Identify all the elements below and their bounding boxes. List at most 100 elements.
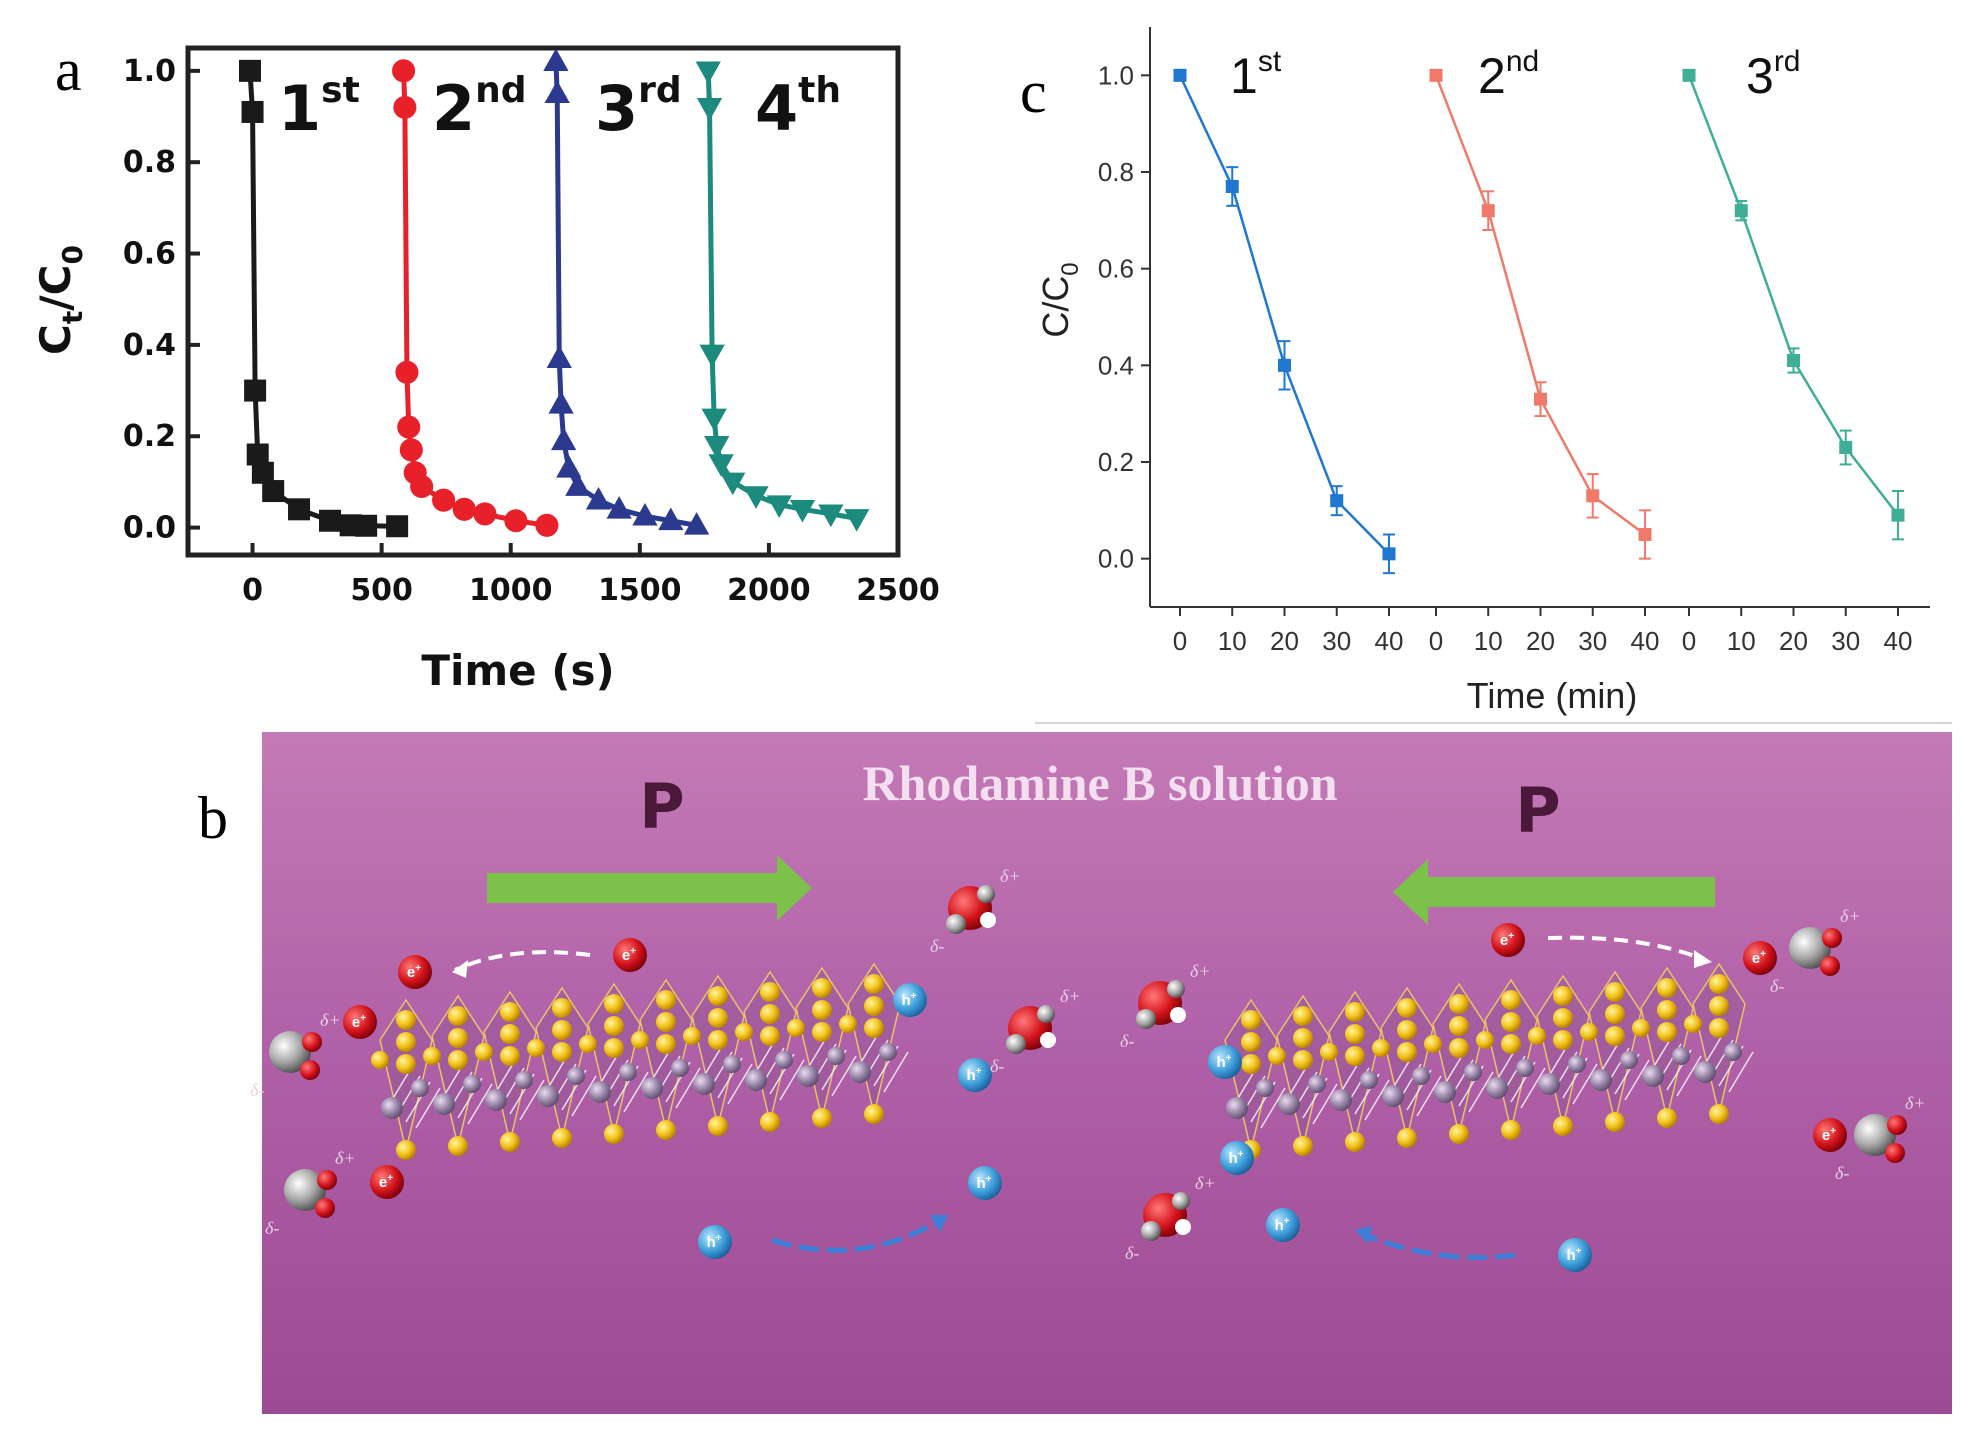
s-atom <box>812 1000 832 1020</box>
y-tick-label-c: 0.6 <box>1098 254 1134 284</box>
x-tick-label-c: 0 <box>1682 626 1696 656</box>
x-axis-title-a: Time (s) <box>421 646 614 695</box>
cycle-label-num: 4 <box>755 72 798 145</box>
mo-atom <box>1360 1071 1378 1089</box>
data-point-a <box>504 509 528 533</box>
data-point-c <box>1891 508 1905 522</box>
s-atom <box>760 982 780 1002</box>
s-atom <box>656 1012 676 1032</box>
electron-sphere <box>1743 941 1777 975</box>
s-atom <box>1657 978 1677 998</box>
charge-carriers: e+ e+ e+ e+ e+ e+ e+ h+ h+ h+ h+ h+ h+ h+ h+ <box>343 923 1847 1272</box>
s-atom <box>604 994 624 1014</box>
s-atom <box>552 1128 572 1148</box>
delta-label: δ+ <box>1190 961 1211 981</box>
s-atom <box>735 1023 753 1041</box>
data-point-a <box>701 408 727 432</box>
data-point-c <box>1429 68 1443 82</box>
y-tick-label-a: 0.6 <box>123 237 176 272</box>
data-point-a <box>319 509 341 532</box>
cycle-label-num: 1 <box>278 72 321 145</box>
data-point-a <box>399 438 423 462</box>
series-a-1 <box>238 59 409 538</box>
x-tick-label-a: 1000 <box>469 573 553 608</box>
dye-molecule: δ+ δ- <box>265 1148 356 1238</box>
s-atom <box>1397 1128 1417 1148</box>
s-atom <box>552 998 572 1018</box>
s-atom <box>1501 1012 1521 1032</box>
cycle-label-a-4: 4th <box>755 70 841 145</box>
s-atom <box>500 1002 520 1022</box>
data-point-a <box>241 100 264 123</box>
s-atom <box>1476 1031 1494 1049</box>
s-atom <box>656 1120 676 1140</box>
series-line-a <box>401 70 548 528</box>
series-c-3 <box>1682 68 1905 541</box>
s-atom <box>1268 1047 1286 1065</box>
cycle-label-num: 3 <box>595 72 638 145</box>
mo-atom <box>1464 1063 1482 1081</box>
hole-sphere <box>1266 1208 1300 1242</box>
hole-label: h+ <box>901 991 916 1009</box>
s-atom <box>864 1104 884 1124</box>
s-atom <box>1293 1136 1313 1156</box>
x-tick-label-c: 30 <box>1322 626 1351 656</box>
electron-sphere <box>613 938 647 972</box>
s-atom <box>1528 1027 1546 1045</box>
s-atom <box>1397 1042 1417 1062</box>
data-point-a <box>397 415 421 439</box>
mo-atom <box>1642 1065 1664 1087</box>
s-atom <box>1657 1022 1677 1042</box>
chart-a: 0 500 1000 1500 2000 2500 0.0 0.2 0.4 0.6 0.8 1.0 Ti… <box>31 45 940 695</box>
electron-label: e+ <box>1752 949 1766 967</box>
x-tick-label-c: 20 <box>1779 626 1808 656</box>
mo-atom <box>879 1043 897 1061</box>
data-point-a <box>262 480 285 503</box>
s-atom <box>604 1124 624 1144</box>
cycle-label-c-2: 2nd <box>1478 45 1539 104</box>
data-point-a <box>789 499 816 523</box>
dye-molecules: δ+ δ-δ+ δ-δ+ δ-δ+ δ-δ+ δ-δ+ δ-δ+ δ-δ+ δ- <box>250 866 1926 1263</box>
y-axis-title-a-main: C <box>31 324 80 355</box>
electron-sphere <box>343 1005 377 1039</box>
mo-atom <box>1694 1061 1716 1083</box>
data-point-c <box>1586 489 1600 503</box>
hole-sphere <box>968 1166 1002 1200</box>
s-atom <box>371 1051 389 1069</box>
s-atom <box>1449 994 1469 1014</box>
bond <box>883 1051 909 1093</box>
s-atom <box>1501 1034 1521 1054</box>
hole-label: h+ <box>1228 1149 1243 1167</box>
mo-atom <box>693 1073 715 1095</box>
mos2-layer-right <box>1216 962 1754 1160</box>
y-tick-label-c: 0.2 <box>1098 447 1134 477</box>
s-atom <box>1372 1039 1390 1057</box>
y-axis-title-a: Ct/C0 <box>31 245 89 355</box>
hole-label: h+ <box>1216 1053 1231 1071</box>
s-atom <box>1709 1018 1729 1038</box>
hole-sphere <box>698 1225 732 1259</box>
x-tick-label-c: 30 <box>1831 626 1860 656</box>
data-point-a <box>818 504 844 528</box>
data-point-a <box>844 509 870 532</box>
delta-label: δ- <box>1835 1163 1849 1183</box>
polarization-label-right: P <box>1515 774 1560 847</box>
mo-atom <box>1382 1085 1404 1107</box>
dye-molecule: δ+ δ- <box>930 866 1021 956</box>
molecule-atom <box>1141 1221 1161 1241</box>
cycle-label-c-3: 3rd <box>1746 45 1801 104</box>
s-atom <box>812 978 832 998</box>
data-point-c <box>1173 68 1187 82</box>
s-atom <box>1345 1046 1365 1066</box>
data-point-a <box>452 497 476 521</box>
bond <box>1260 1087 1286 1129</box>
s-atom <box>604 1038 624 1058</box>
panel-label-c: c <box>1020 59 1047 125</box>
x-tick-label-a: 2500 <box>856 573 940 608</box>
molecule-atom <box>300 1060 320 1080</box>
data-point-a <box>704 436 730 459</box>
electron-transfer-arrow-left <box>454 950 591 972</box>
s-atom <box>1501 990 1521 1010</box>
molecule-atom <box>302 1032 322 1052</box>
plot-frame-a <box>185 45 901 558</box>
